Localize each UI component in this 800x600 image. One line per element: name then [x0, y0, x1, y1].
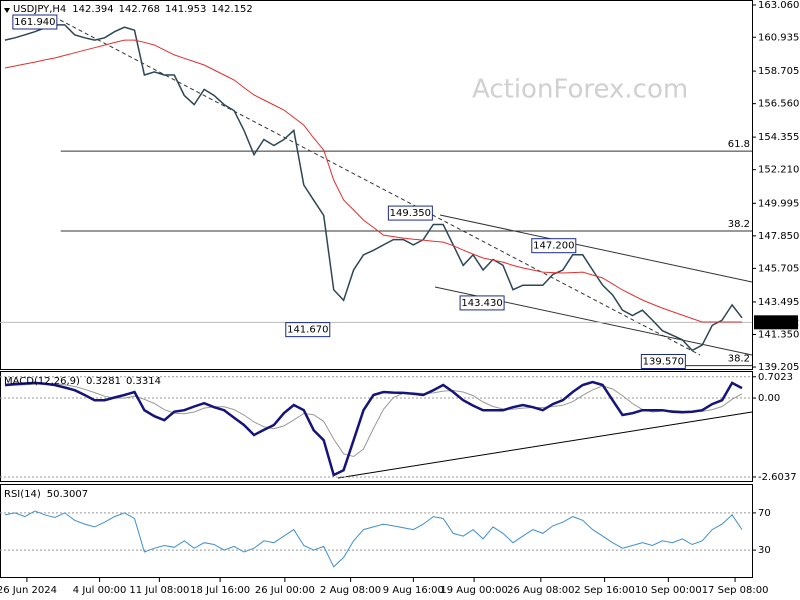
fib-label: 38.2: [728, 354, 750, 365]
price-label-box: [12, 14, 58, 30]
x-tick-label: 4 Jul 00:00: [73, 585, 127, 596]
x-tick-label: 2 Aug 08:00: [320, 585, 381, 596]
y-tick-label: 0.7023: [758, 372, 793, 383]
panel-reading: 141.953: [165, 4, 206, 15]
price-label: 161.940: [14, 17, 55, 28]
panel-reading: 50.3007: [47, 489, 88, 500]
menu-arrow: [4, 8, 10, 13]
price-label-box: [640, 354, 686, 370]
price-label: 143.430: [461, 298, 502, 309]
y-tick-label: 147.850: [758, 231, 799, 242]
price-label: 149.350: [390, 208, 431, 219]
series-line: [4, 510, 743, 568]
panel-reading: 142.152: [211, 4, 252, 15]
series-line: [4, 383, 743, 458]
y-tick-label: 139.205: [758, 362, 799, 373]
panel-reading: 0.3314: [126, 376, 161, 387]
y-tick-label: 30: [758, 545, 771, 556]
x-tick-label: 10 Sep 00:00: [635, 585, 702, 596]
last-price-label: 142.152: [758, 317, 799, 328]
price-label-box: [387, 205, 433, 221]
price-panel: [0, 0, 753, 370]
y-tick-label: 158.705: [758, 66, 799, 77]
fib-label: 38.2: [728, 219, 750, 230]
y-tick-label: 0.00: [758, 393, 780, 404]
panel-title: MACD(12,26,9): [4, 376, 80, 387]
x-tick-label: 9 Aug 16:00: [383, 585, 444, 596]
y-tick-label: 141.350: [758, 329, 799, 340]
series-line: [4, 380, 743, 477]
price-label-box: [285, 322, 331, 338]
series-line: [4, 39, 742, 323]
y-tick-label: 70: [758, 508, 771, 519]
x-tick-label: 2 Sep 16:00: [574, 585, 634, 596]
y-tick-label: 143.495: [758, 297, 799, 308]
y-tick-label: -2.6037: [758, 472, 797, 483]
price-label: 147.200: [533, 241, 574, 252]
macd-panel: [0, 371, 753, 482]
macd-trend-line: [337, 411, 753, 479]
watermark: ActionForex.com: [472, 75, 688, 105]
x-tick-label: 26 Jun 2024: [0, 585, 57, 596]
panel-title: RSI(14): [4, 489, 41, 500]
y-tick-label: 145.705: [758, 263, 799, 274]
price-label-box: [531, 238, 577, 254]
last-price-tag: [754, 315, 798, 330]
panel-title: USDJPY,H4: [13, 4, 66, 15]
panel-reading: 0.3281: [86, 376, 121, 387]
x-tick-label: 17 Sep 08:00: [702, 585, 769, 596]
y-tick-label: 154.355: [758, 132, 799, 143]
rsi-panel: [0, 484, 753, 578]
x-tick-label: 19 Aug 00:00: [440, 585, 507, 596]
trend-line: [59, 19, 701, 356]
y-tick-label: 160.935: [758, 32, 799, 43]
x-tick-label: 18 Jul 16:00: [190, 585, 250, 596]
panel-reading: 142.768: [119, 4, 160, 15]
y-tick-label: 149.995: [758, 198, 799, 209]
channel-line: [439, 214, 753, 283]
series-line: [4, 24, 743, 352]
fib-label: 61.8: [728, 139, 750, 150]
y-tick-label: 152.210: [758, 165, 799, 176]
price-label-box: [459, 295, 505, 311]
y-tick-label: 163.060: [758, 0, 799, 11]
panel-reading: 142.394: [72, 4, 113, 15]
price-label: 139.570: [643, 357, 684, 368]
y-tick-label: 156.560: [758, 99, 799, 110]
x-tick-label: 26 Aug 08:00: [507, 585, 574, 596]
x-tick-label: 11 Jul 08:00: [129, 585, 189, 596]
price-label: 141.670: [287, 325, 328, 336]
x-tick-label: 26 Jul 00:00: [255, 585, 315, 596]
